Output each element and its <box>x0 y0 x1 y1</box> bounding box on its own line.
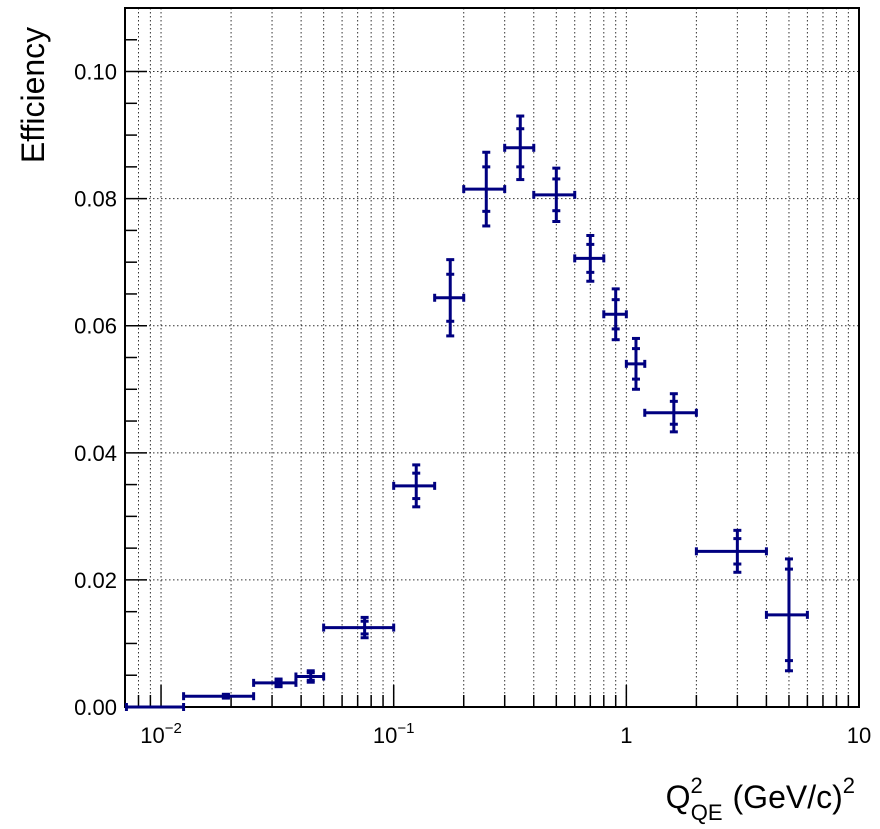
data-point <box>532 166 577 224</box>
x-tick-label: 10−2 <box>140 720 182 748</box>
y-tick-label: 0.00 <box>74 695 117 720</box>
data-point <box>433 258 466 338</box>
x-axis-label-unit: (GeV/c) <box>733 779 843 815</box>
data-point <box>252 677 298 689</box>
data-point <box>294 669 326 684</box>
x-axis-label-base: Q <box>666 779 691 815</box>
y-tick-label: 0.06 <box>74 314 117 339</box>
x-tick-label-base: 10 <box>373 723 397 748</box>
x-tick-label-base: 10 <box>847 723 871 748</box>
y-tick-label: 0.04 <box>74 441 117 466</box>
data-point <box>322 615 396 640</box>
x-tick-label: 1 <box>620 723 632 748</box>
data-points <box>124 114 809 711</box>
data-point <box>392 463 437 509</box>
y-tick-labels: 0.00 0.02 0.04 0.06 0.08 0.10 <box>74 60 117 720</box>
data-point <box>462 150 507 228</box>
data-point <box>694 528 768 574</box>
x-axis-label: Q2 QE (GeV/c)2 <box>666 773 855 825</box>
plot-frame <box>124 7 860 708</box>
data-point <box>503 114 536 182</box>
x-tick-labels: 10−2 10−1 1 10 <box>140 720 871 748</box>
x-tick-label-base: 10 <box>140 723 164 748</box>
x-tick-label-exponent: −2 <box>165 720 182 737</box>
data-point <box>643 392 698 434</box>
data-point <box>624 336 647 391</box>
data-point <box>764 557 809 673</box>
y-tick-label: 0.08 <box>74 187 117 212</box>
x-tick-label-exponent: −1 <box>397 720 414 737</box>
x-axis-label-sup: 2 <box>690 773 702 798</box>
x-tick-label-base: 1 <box>620 723 632 748</box>
x-axis-label-unit-sup: 2 <box>843 773 855 798</box>
y-tick-label: 0.02 <box>74 568 117 593</box>
axis-ticks <box>124 7 860 708</box>
grid-lines <box>124 8 860 707</box>
x-tick-label: 10 <box>847 723 871 748</box>
data-point <box>573 233 606 283</box>
x-tick-label: 10−1 <box>373 720 415 748</box>
data-point <box>182 692 256 701</box>
data-point <box>124 703 186 711</box>
x-axis-label-sub: QE <box>691 800 723 825</box>
data-point <box>602 287 628 342</box>
y-axis-label: Efficiency <box>15 27 51 163</box>
y-tick-label: 0.10 <box>74 60 117 85</box>
